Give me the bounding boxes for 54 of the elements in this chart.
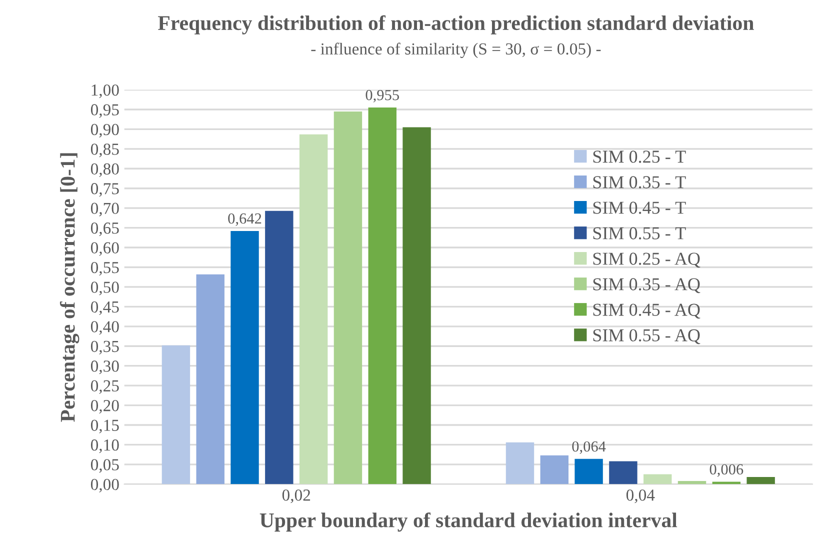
y-tick-label: 0,95 [90,104,119,118]
bar [162,345,190,484]
bar [506,442,534,484]
legend-label: SIM 0.55 - T [593,227,686,240]
y-tick-label: 0,70 [90,202,119,216]
bar [678,481,706,484]
y-tick-label: 0,55 [90,262,119,276]
y-tick-label: 0,80 [90,163,119,177]
data-label: 0,064 [572,441,606,454]
y-tick-label: 0,65 [90,222,119,236]
legend-label: SIM 0.45 - T [593,202,686,214]
bar [402,127,431,484]
y-tick-label: 0,35 [90,340,119,354]
bar [230,230,259,484]
y-tick-label: 0,20 [90,400,119,414]
bar [196,274,224,484]
x-tick-label: 0,04 [626,490,655,504]
data-label: 0,006 [710,464,744,477]
legend-label: SIM 0.45 - AQ [593,304,700,319]
y-tick-label: 1,00 [92,84,119,98]
bar [265,210,294,484]
y-tick-label: 0,30 [90,360,119,374]
y-tick-label: 0,75 [90,183,119,197]
y-tick-label: 0,15 [90,420,119,434]
legend-label: SIM 0.35 - AQ [593,278,700,294]
y-tick-label: 0,50 [90,282,119,296]
y-tick-label: 0,90 [90,124,119,138]
legend-label: SIM 0.25 - AQ [593,252,700,268]
y-axis-title: Percentage of occurrence [0-1] [60,153,80,422]
chart-subtitle: - influence of similarity (S = 30, σ = 0.05) - [311,42,601,58]
bar [574,458,603,484]
data-label: 0,955 [366,90,399,102]
y-tick-label: 0,05 [90,459,119,473]
bar [334,111,362,484]
legend-label: SIM 0.35 - T [593,176,686,188]
y-tick-label: 0,25 [90,380,119,394]
bar [746,477,775,484]
bar [609,461,638,484]
bar [299,134,328,484]
y-tick-label: 0,10 [90,439,119,454]
x-axis-title: Upper boundary of standard deviation interval [260,512,678,532]
y-tick-label: 0,85 [90,144,119,158]
legend-label: SIM 0.25 - T [593,150,686,163]
data-label: 0,642 [228,213,262,226]
bar [368,108,396,484]
y-tick-label: 0,45 [90,301,119,316]
y-tick-label: 0,00 [90,478,119,493]
legend-label: SIM 0.55 - AQ [593,329,700,344]
x-tick-label: 0,02 [282,490,310,504]
y-tick-label: 0,40 [90,321,119,335]
y-tick-label: 0,60 [90,242,119,256]
bar [540,455,568,484]
bar [644,474,672,484]
chart-title: Frequency distribution of non-action prediction standard deviation [158,15,754,34]
